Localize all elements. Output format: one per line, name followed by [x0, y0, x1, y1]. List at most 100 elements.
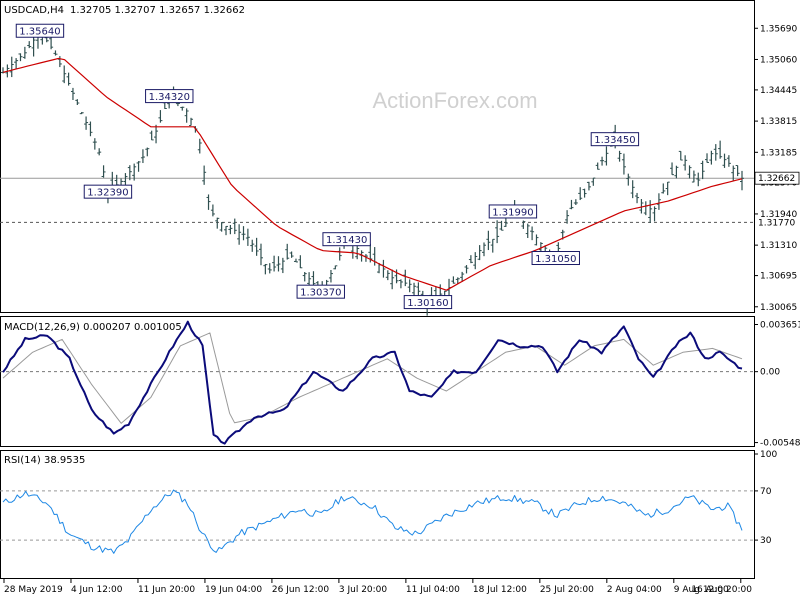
x-date-label: 4 Jun 12:00 [71, 585, 123, 595]
rsi-line [2, 489, 743, 554]
rsi-y-tick-label: 100 [760, 450, 777, 460]
price-bar [22, 46, 27, 59]
price-annotation: 1.30160 [403, 295, 453, 310]
price-bar [604, 146, 609, 166]
macd-y-tick-label: -0.005489 [760, 439, 800, 449]
moving-average-line [2, 57, 743, 291]
price-bar [691, 170, 696, 183]
price-bar [381, 259, 386, 278]
price-bar [136, 161, 141, 172]
price-bar [635, 192, 640, 204]
price-bar [643, 201, 648, 216]
price-bar [158, 110, 163, 123]
current-price-box [754, 171, 800, 185]
price-bar [9, 56, 14, 78]
current-price-label: 1.32662 [758, 174, 795, 184]
level-label: 1.31770 [758, 218, 795, 228]
price-bar [228, 225, 233, 235]
price-annotation-label: 1.31990 [492, 207, 533, 218]
price-bar [718, 140, 723, 159]
rsi-pane-frame [0, 450, 755, 579]
price-bar [189, 117, 194, 127]
x-date-label: 18 Jul 12:00 [473, 585, 527, 595]
price-annotation-box [488, 204, 538, 219]
price-bar [57, 56, 62, 68]
price-bar [1, 67, 5, 74]
price-annotation-box [322, 232, 371, 247]
macd-layer [0, 320, 754, 445]
price-bar [75, 99, 80, 106]
price-bar [215, 217, 220, 229]
price-bar [14, 58, 19, 70]
x-date-label: 28 May 2019 [4, 585, 63, 595]
price-bar [600, 156, 605, 166]
price-bar [285, 243, 290, 260]
price-bar [586, 181, 591, 191]
price-bar [232, 218, 237, 235]
macd-pane-frame [0, 316, 755, 447]
price-bar [473, 252, 478, 270]
price-bar [53, 50, 58, 56]
price-bar [490, 238, 495, 253]
price-y-tick-label: 1.31940 [760, 210, 797, 220]
price-annotation-box [296, 284, 345, 299]
x-date-label: 3 Jul 20:00 [339, 585, 388, 595]
price-annotation-label: 1.30370 [300, 288, 341, 299]
price-pane-frame [0, 0, 755, 313]
price-bar [687, 165, 692, 179]
price-bar [722, 153, 727, 168]
price-bar [735, 165, 740, 177]
price-bar [219, 222, 224, 232]
price-bar [486, 230, 491, 251]
price-y-tick-label: 1.35690 [760, 24, 797, 34]
price-bar [678, 150, 683, 161]
price-annotation-box [403, 295, 453, 310]
price-bar [477, 245, 482, 261]
price-bar [731, 165, 736, 181]
price-bar [499, 220, 504, 231]
x-date-label: 11 Jun 20:00 [138, 585, 195, 595]
x-date-label: 25 Jul 20:00 [540, 585, 594, 595]
price-bar [639, 199, 644, 214]
axis-layer: 1.356901.350601.344451.338151.331851.325… [3, 24, 800, 595]
price-bar [573, 199, 578, 205]
price-annotation: 1.31990 [488, 204, 538, 219]
price-bar [307, 272, 312, 287]
price-annotation: 1.35640 [15, 23, 65, 38]
price-y-tick-label: 1.31310 [760, 241, 797, 251]
price-annotation-box [15, 23, 65, 38]
price-bar [92, 138, 97, 150]
x-date-label: 2 Aug 04:00 [607, 585, 662, 595]
ohlc-values: 1.32705 1.32707 1.32657 1.32662 [70, 5, 245, 16]
price-bar [696, 172, 701, 187]
price-bar [565, 210, 570, 224]
macd-title: MACD(12,26,9) 0.000207 0.001005 [4, 322, 182, 333]
price-y-tick-label: 1.34445 [760, 86, 797, 96]
x-date-label: 26 Jun 12:00 [272, 585, 329, 595]
price-y-tick-label: 1.33815 [760, 117, 797, 127]
price-bar [258, 243, 263, 266]
price-bar [595, 162, 600, 170]
rsi-title: RSI(14) 38.9535 [4, 455, 85, 466]
price-bar [241, 226, 246, 241]
price-bar [495, 220, 500, 244]
price-bar [18, 53, 23, 62]
price-annotation-box [531, 251, 580, 266]
price-bar [27, 41, 32, 49]
price-annotation: 1.33450 [590, 132, 640, 147]
price-bar [197, 138, 202, 154]
price-bar [333, 265, 338, 270]
price-y-tick-label: 1.30065 [760, 303, 797, 313]
price-bar [569, 199, 574, 210]
symbol-timeframe: USDCAD,H4 [4, 5, 64, 16]
price-bar [88, 121, 93, 137]
price-bar [670, 162, 675, 176]
price-layer: 1.35640 1.34320 1.32390 1.31430 1.30370 1.301… [0, 23, 754, 316]
macd-y-tick-label: 0.003651 [760, 321, 800, 331]
price-annotation: 1.32390 [83, 184, 133, 199]
price-bar [62, 65, 67, 84]
price-bar [293, 258, 298, 263]
price-bar [175, 103, 180, 107]
price-bar [328, 270, 333, 283]
